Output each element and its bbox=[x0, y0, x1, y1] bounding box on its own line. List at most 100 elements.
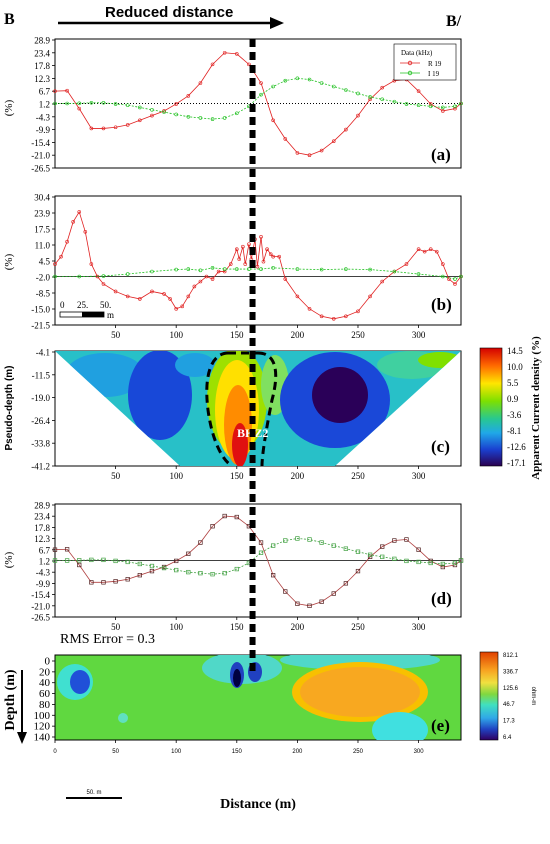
xtick-label: 50 bbox=[112, 749, 119, 755]
data-point bbox=[247, 62, 251, 67]
series-line-imag bbox=[55, 267, 462, 280]
ytick-label: -41.2 bbox=[31, 462, 50, 472]
data-point bbox=[404, 102, 409, 106]
colorbar-tick: 14.5 bbox=[507, 346, 523, 356]
data-point bbox=[95, 274, 100, 279]
data-point bbox=[222, 267, 227, 271]
data-point bbox=[77, 106, 82, 111]
data-point bbox=[89, 557, 94, 563]
data-point bbox=[198, 570, 203, 576]
data-point bbox=[295, 267, 300, 271]
panel-d-yticks: 28.923.417.812.36.7 1.2-4.3-9.9-15.4-21.0… bbox=[31, 501, 55, 623]
colorbar-tick: 17.3 bbox=[503, 719, 515, 725]
data-point bbox=[380, 279, 385, 284]
data-point bbox=[271, 84, 275, 89]
data-point bbox=[198, 540, 203, 545]
data-point bbox=[268, 252, 273, 256]
ytick-label: 1.2 bbox=[39, 557, 50, 567]
colorbar-tick: 46.7 bbox=[503, 702, 515, 708]
data-point bbox=[459, 274, 463, 279]
ytick-label: -26.5 bbox=[31, 613, 50, 623]
data-point bbox=[319, 267, 324, 272]
data-point bbox=[283, 277, 288, 281]
data-point bbox=[367, 552, 373, 557]
panel-e-xlabel: Distance (m) bbox=[220, 797, 296, 812]
data-point bbox=[174, 558, 179, 564]
panel-e-contours bbox=[57, 655, 440, 740]
data-point bbox=[331, 316, 336, 321]
xtick-label: 100 bbox=[169, 330, 183, 340]
data-point bbox=[270, 573, 276, 578]
data-point bbox=[52, 558, 58, 563]
colorbar-tick: 812.1 bbox=[503, 653, 519, 659]
data-point bbox=[210, 62, 215, 67]
data-point bbox=[101, 101, 106, 105]
data-point bbox=[162, 292, 166, 296]
data-point bbox=[125, 272, 130, 276]
data-point bbox=[447, 277, 451, 281]
data-point bbox=[258, 550, 264, 555]
data-point bbox=[64, 547, 70, 552]
data-point bbox=[52, 547, 58, 552]
data-point bbox=[77, 101, 82, 106]
data-point bbox=[113, 289, 118, 294]
data-point bbox=[368, 294, 372, 299]
data-point bbox=[441, 274, 445, 279]
data-point bbox=[255, 264, 260, 269]
arrow-label: Reduced distance bbox=[105, 4, 233, 21]
data-point bbox=[307, 307, 312, 311]
data-point bbox=[113, 102, 118, 106]
xtick-label: 50 bbox=[111, 622, 121, 632]
data-point bbox=[458, 558, 464, 563]
data-point bbox=[174, 567, 179, 573]
data-point bbox=[380, 544, 385, 549]
data-point bbox=[125, 559, 130, 565]
data-point bbox=[392, 99, 397, 104]
figure-header: B B/ Reduced distance bbox=[4, 4, 462, 30]
data-point bbox=[138, 105, 142, 110]
ytick-label: 6.7 bbox=[39, 545, 51, 555]
data-point bbox=[125, 103, 130, 107]
data-point bbox=[344, 267, 348, 271]
ytick-label: -15.4 bbox=[31, 590, 50, 600]
ytick-label: -4.3 bbox=[36, 112, 51, 122]
data-point bbox=[162, 110, 166, 114]
data-point bbox=[283, 538, 288, 543]
data-point bbox=[356, 91, 360, 96]
data-point bbox=[307, 537, 312, 542]
data-point bbox=[234, 52, 239, 56]
panel-b-yticks: 30.4 23.9 17.5 11.0 4.5 -2.0 -8.5 -15.0 -21.5 bbox=[31, 193, 55, 331]
ytick-label: -9.9 bbox=[36, 579, 51, 589]
data-point bbox=[343, 581, 349, 586]
data-point bbox=[192, 284, 197, 289]
panel-c-label: (c) bbox=[431, 437, 450, 456]
series-line-imag bbox=[55, 77, 462, 120]
data-point bbox=[125, 123, 130, 127]
data-point bbox=[198, 81, 203, 85]
data-point bbox=[150, 269, 154, 274]
data-point bbox=[392, 538, 397, 543]
data-point bbox=[344, 88, 348, 92]
panel-e-colorbar-ticks: 812.1 336.7 125.6 46.7 17.3 6.4 bbox=[503, 653, 519, 741]
xtick-label: 300 bbox=[412, 330, 426, 340]
data-point bbox=[319, 599, 324, 604]
data-point bbox=[204, 274, 209, 279]
data-point bbox=[222, 116, 227, 120]
data-point bbox=[198, 116, 203, 120]
data-point bbox=[355, 568, 361, 574]
colorbar-tick: 0.9 bbox=[507, 394, 519, 404]
legend-title: Data (kHz) bbox=[401, 49, 433, 57]
data-point bbox=[161, 565, 167, 571]
data-point bbox=[186, 551, 191, 556]
data-point bbox=[416, 247, 421, 251]
data-point bbox=[89, 126, 94, 131]
data-point bbox=[198, 268, 203, 273]
data-point bbox=[101, 282, 106, 286]
data-point bbox=[271, 118, 275, 123]
ytick-label: 6.7 bbox=[39, 87, 51, 97]
ytick-label: 28.9 bbox=[34, 501, 50, 511]
ytick-label: -9.9 bbox=[36, 125, 51, 135]
data-point bbox=[343, 546, 349, 551]
data-point bbox=[271, 266, 275, 270]
data-point bbox=[210, 524, 215, 529]
